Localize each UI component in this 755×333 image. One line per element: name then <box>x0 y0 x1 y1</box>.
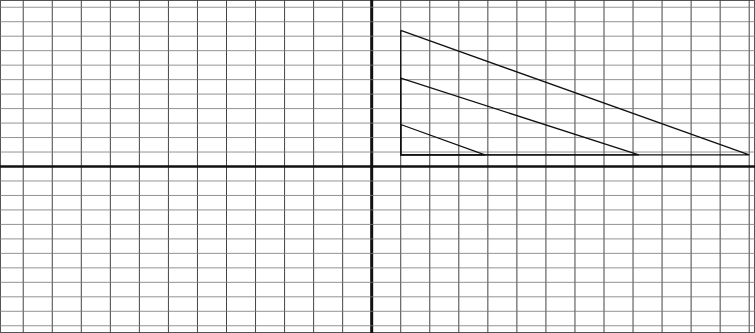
series-line <box>401 78 639 155</box>
grid-line-y <box>0 137 755 138</box>
grid-line-y <box>0 224 755 225</box>
grid-line-y <box>0 180 755 181</box>
grid <box>0 0 755 333</box>
grid-line-y <box>0 79 755 80</box>
grid-line-y <box>0 94 755 95</box>
grid-line-y <box>0 325 755 326</box>
grid-line-y <box>0 296 755 297</box>
series-line <box>401 30 749 155</box>
grid-line-y <box>0 311 755 312</box>
grid-line-y <box>0 50 755 51</box>
series-group <box>401 30 749 155</box>
grid-line-y <box>0 7 755 8</box>
grid-line-y <box>0 253 755 254</box>
grid-line-y <box>0 65 755 66</box>
grid-line-y <box>0 238 755 239</box>
plot-frame <box>1 1 755 333</box>
grid-line-y <box>0 267 755 268</box>
x-axis-line <box>0 165 755 168</box>
series-line <box>401 125 485 155</box>
grid-line-y <box>0 36 755 37</box>
chart-root <box>0 0 755 333</box>
chart <box>0 0 755 333</box>
grid-line-y <box>0 209 755 210</box>
grid-line-y <box>0 152 755 153</box>
grid-line-y <box>0 195 755 196</box>
grid-line-y <box>0 21 755 22</box>
grid-line-y <box>0 282 755 283</box>
grid-line-y <box>0 123 755 124</box>
grid-line-y <box>0 108 755 109</box>
